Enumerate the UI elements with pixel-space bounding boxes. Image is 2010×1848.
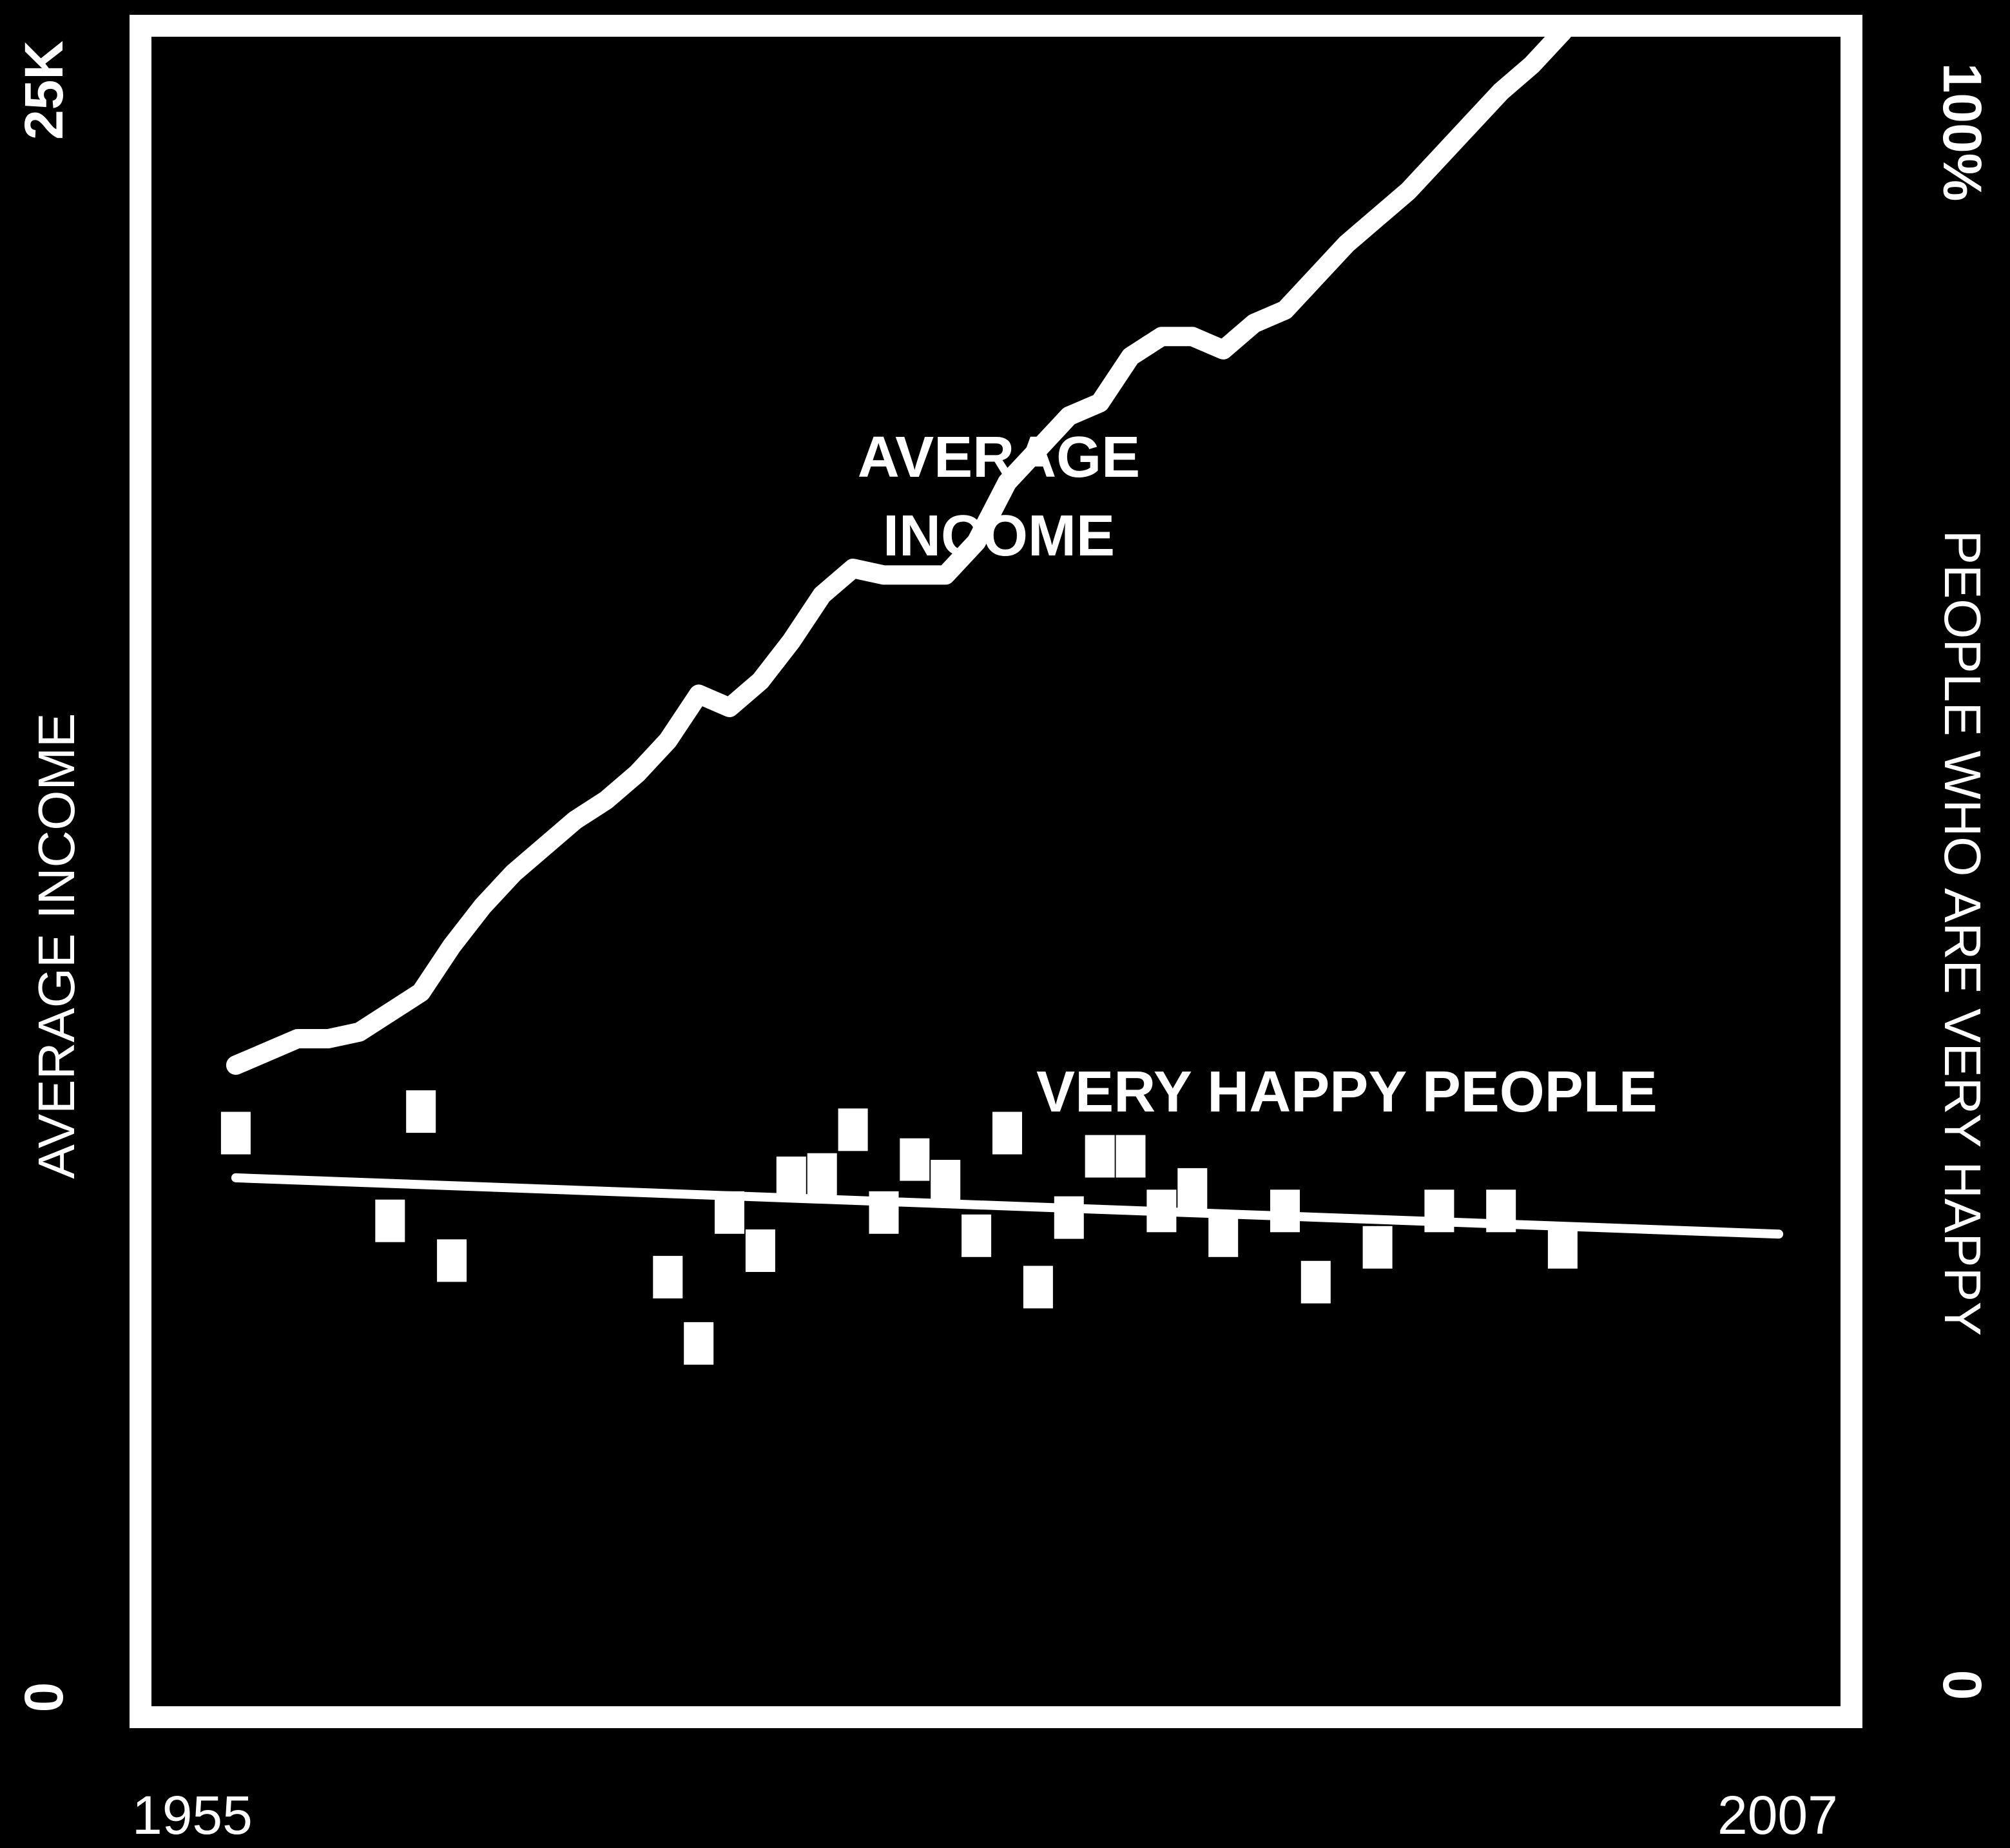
happy-marker bbox=[745, 1229, 775, 1272]
happy-marker bbox=[1300, 1260, 1331, 1304]
happy-marker bbox=[807, 1153, 837, 1196]
happy-marker bbox=[1085, 1135, 1115, 1178]
right-axis-min-label: 0 bbox=[1932, 1670, 1993, 1700]
happy-marker bbox=[1208, 1214, 1239, 1257]
happy-marker bbox=[992, 1112, 1022, 1155]
income-label-line-1: AVERAGE bbox=[857, 425, 1141, 490]
happy-marker bbox=[1177, 1168, 1208, 1211]
happy-trend-line bbox=[231, 1173, 1784, 1239]
income-label-line-2: INCOME bbox=[883, 503, 1115, 568]
income-series-label: AVERAGE INCOME bbox=[858, 419, 1140, 575]
happy-marker bbox=[1023, 1266, 1053, 1309]
plot-frame bbox=[130, 15, 1862, 1728]
happy-marker bbox=[931, 1160, 961, 1202]
right-axis-title: PEOPLE WHO ARE VERY HAPPY bbox=[1934, 530, 1991, 1336]
happy-markers-series bbox=[220, 1090, 1578, 1365]
happy-marker bbox=[406, 1090, 436, 1133]
happy-marker bbox=[1054, 1196, 1084, 1239]
happy-marker bbox=[962, 1214, 992, 1257]
income-line bbox=[226, 22, 1572, 1075]
left-axis-min-label: 0 bbox=[14, 1682, 74, 1713]
happy-marker bbox=[1146, 1189, 1177, 1233]
left-axis-title: AVERAGE INCOME bbox=[28, 713, 85, 1179]
happy-marker bbox=[1362, 1226, 1393, 1269]
happy-marker bbox=[900, 1138, 930, 1181]
happy-marker bbox=[437, 1239, 467, 1282]
left-axis-max-label: 25K bbox=[14, 40, 74, 140]
happy-marker bbox=[375, 1199, 405, 1242]
happy-marker bbox=[776, 1156, 806, 1199]
happy-marker bbox=[1547, 1226, 1578, 1269]
happy-marker bbox=[869, 1191, 899, 1234]
happy-marker bbox=[715, 1191, 744, 1234]
happy-marker bbox=[220, 1112, 251, 1155]
happy-marker bbox=[1424, 1189, 1454, 1233]
happy-marker bbox=[1486, 1189, 1516, 1233]
income-series bbox=[226, 22, 1572, 1075]
happy-marker bbox=[653, 1256, 683, 1299]
x-axis-start-label: 1955 bbox=[132, 1785, 253, 1845]
x-axis-end-label: 2007 bbox=[1717, 1785, 1838, 1845]
happy-marker bbox=[1270, 1189, 1300, 1233]
happy-marker bbox=[1116, 1135, 1146, 1178]
happy-marker bbox=[838, 1108, 868, 1151]
happy-marker bbox=[684, 1322, 714, 1365]
right-axis-max-label: 100% bbox=[1932, 63, 1993, 202]
happy-trend-series bbox=[231, 1173, 1784, 1239]
happy-series-label: VERY HAPPY PEOPLE bbox=[1036, 1060, 1657, 1124]
